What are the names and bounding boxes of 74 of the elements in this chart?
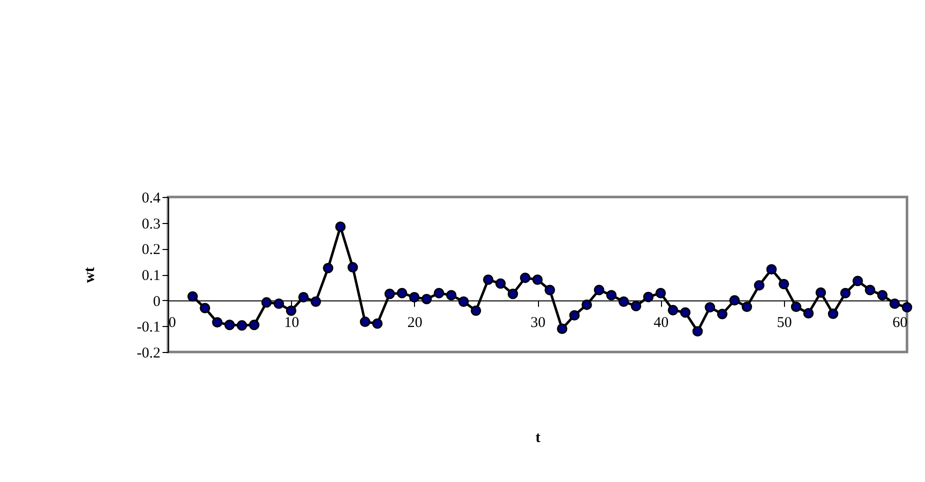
x-tick-label: 50 xyxy=(776,314,792,331)
y-tick-label: -0.2 xyxy=(136,346,160,362)
point xyxy=(692,326,703,337)
point xyxy=(483,274,494,285)
point xyxy=(618,296,629,307)
point xyxy=(754,280,764,291)
point xyxy=(655,288,666,298)
y-tick-label: 0 xyxy=(153,294,160,310)
point xyxy=(360,316,370,327)
y-tick-label: -0.1 xyxy=(136,320,160,336)
point xyxy=(286,305,296,316)
y-tick-label: 0.2 xyxy=(142,242,160,258)
point xyxy=(643,292,654,302)
point xyxy=(803,308,814,318)
x-tick-label: 10 xyxy=(284,314,300,331)
point xyxy=(508,288,518,300)
point xyxy=(335,221,346,232)
y-tick-label: 0.3 xyxy=(142,216,160,232)
point xyxy=(409,292,420,302)
x-tick-label: 20 xyxy=(407,314,422,331)
point xyxy=(470,305,482,316)
point xyxy=(396,288,408,298)
point xyxy=(790,302,802,312)
point xyxy=(384,288,395,300)
point xyxy=(594,284,604,296)
point xyxy=(729,295,740,306)
point xyxy=(877,290,888,300)
point xyxy=(582,300,592,310)
point xyxy=(864,284,876,296)
point xyxy=(224,320,235,330)
point xyxy=(446,290,457,300)
point xyxy=(840,288,851,298)
point xyxy=(532,274,543,285)
point xyxy=(668,304,678,316)
point xyxy=(630,300,642,312)
point xyxy=(236,320,248,331)
y-tick-label: 0.4 xyxy=(142,190,161,206)
point xyxy=(348,262,358,272)
point xyxy=(569,310,580,321)
point xyxy=(889,298,900,309)
x-tick-label: 30 xyxy=(530,314,546,331)
point xyxy=(680,307,691,318)
x-tick-label: 60 xyxy=(892,314,908,331)
point xyxy=(556,324,568,334)
point xyxy=(212,317,222,328)
x-tick-label: 40 xyxy=(654,314,669,331)
point xyxy=(200,302,210,314)
y-axis-title: wt xyxy=(82,267,98,283)
point xyxy=(717,308,728,320)
y-tick-label: 0.1 xyxy=(142,268,160,284)
point xyxy=(248,320,260,330)
point xyxy=(544,284,556,296)
point xyxy=(434,288,444,298)
point xyxy=(828,308,838,319)
point xyxy=(261,297,272,308)
point xyxy=(816,287,826,298)
point xyxy=(322,262,334,274)
point xyxy=(372,318,383,329)
point xyxy=(274,298,284,309)
point xyxy=(606,290,617,300)
x-axis-title: t xyxy=(536,430,540,446)
point xyxy=(742,302,752,312)
point xyxy=(458,296,469,307)
point xyxy=(778,278,790,290)
point xyxy=(704,302,716,313)
point xyxy=(187,291,198,302)
point xyxy=(298,292,309,302)
point xyxy=(766,264,777,275)
point xyxy=(852,276,863,286)
point xyxy=(421,294,432,304)
point xyxy=(310,296,322,307)
point xyxy=(495,278,506,289)
point xyxy=(520,272,530,284)
x-tick-label: 0 xyxy=(168,314,176,331)
